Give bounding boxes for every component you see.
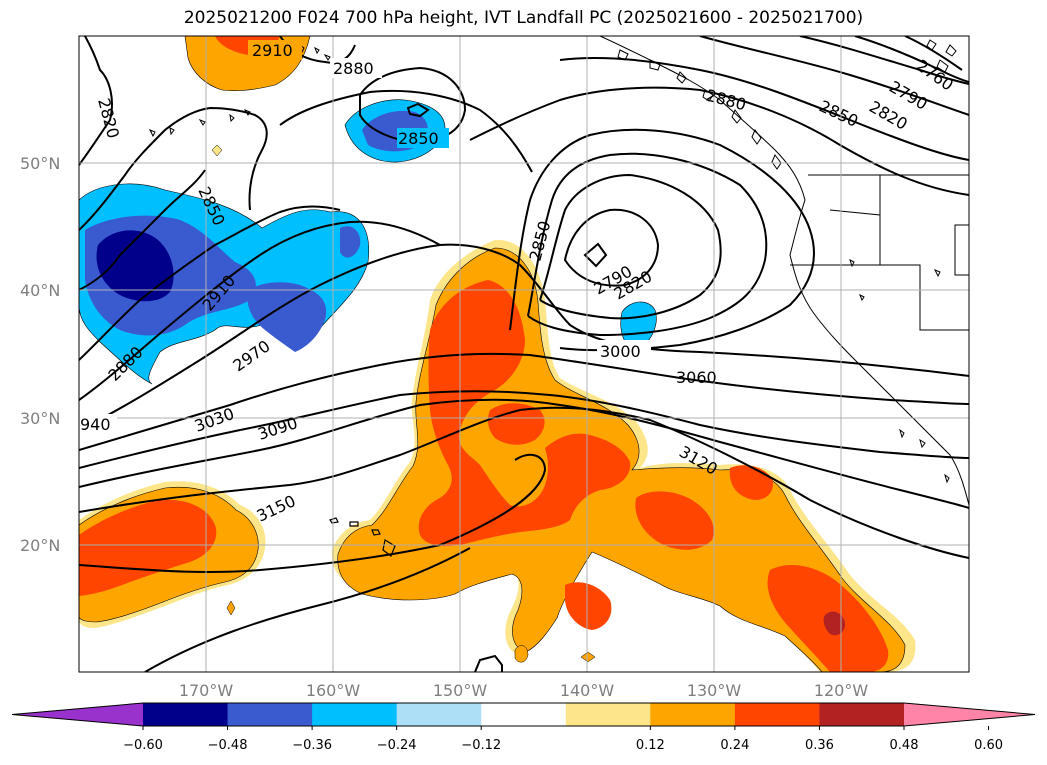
lat-label: 50°N [20,154,60,173]
colorbar-segment [396,703,482,726]
colorbar-tick-label: −0.24 [377,738,417,753]
colorbar-tick-label: 0.12 [636,738,665,753]
colorbar-extend-high [904,703,1035,726]
lon-label: 170°W [179,681,234,700]
lon-label: 130°W [687,681,742,700]
positive-region-east-core [635,491,714,550]
colorbar-tick-label: −0.36 [292,738,332,753]
positive-region-main-core [418,280,631,547]
colorbar-segment [565,703,651,726]
lon-label: 150°W [433,681,488,700]
colorbar-segment [312,703,398,726]
positive-region-west-core [79,499,217,596]
contour-label: 2880 [333,59,374,78]
colorbar-extend-low [12,703,143,726]
negative-region-east-mid [247,282,327,352]
hawaii-islands [329,517,396,557]
contour-label: 3060 [676,368,717,387]
colorbar-segment [481,703,567,726]
positive-region-small-2 [580,651,596,663]
negative-region-small-mid [340,226,361,258]
lon-label: 140°W [560,681,615,700]
positive-region-s-core [565,582,612,630]
gridlines [79,36,969,672]
colorbar-segment [819,703,905,726]
colorbar: −0.60 −0.48 −0.36 −0.24 −0.12 0.12 0.24 0.36 0.4… [11,702,1036,753]
colorbar-tick-label: 0.36 [805,738,834,753]
colorbar-segment [734,703,820,726]
positive-region-e-core [729,465,774,500]
contour-label: 940 [80,415,111,434]
negative-region-low [620,301,657,351]
lon-label: 120°W [814,681,869,700]
colorbar-tick-label: −0.12 [461,738,501,753]
map-frame [78,35,970,673]
contour-label: 2910 [252,41,293,60]
positive-region-se-dark [823,611,846,636]
colorbar-tick-label: −0.48 [208,738,248,753]
lat-label: 30°N [20,409,60,428]
positive-region-small-1 [514,645,529,663]
positive-region-main-core-2 [487,403,545,445]
contour-label: 3000 [600,342,641,361]
height-contours [79,36,969,672]
latitude-labels: 50°N 40°N 30°N 20°N [20,154,60,555]
colorbar-segment [227,703,313,726]
lat-label: 20°N [20,536,60,555]
colorbar-segment [650,703,736,726]
colorbar-tick-label: 0.60 [974,738,1003,753]
positive-region-small-3 [226,600,236,616]
colorbar-tick-label: 0.48 [890,738,919,753]
colorbar-tick-label: 0.24 [720,738,749,753]
lon-label: 160°W [306,681,361,700]
lat-label: 40°N [20,281,60,300]
longitude-labels: 170°W 160°W 150°W 140°W 130°W 120°W [179,681,869,700]
contour-label: 2850 [398,129,439,148]
positive-region-small-4 [211,144,223,157]
colorbar-tick-label: −0.60 [123,738,163,753]
map-title: 2025021200 F024 700 hPa height, IVT Land… [183,8,864,28]
colorbar-segment [143,703,229,726]
negative-region-core [96,230,174,302]
